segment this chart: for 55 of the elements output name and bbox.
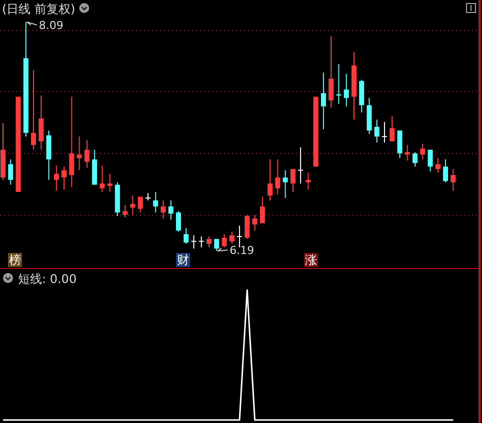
candlestick bbox=[84, 140, 90, 168]
candlestick bbox=[138, 196, 143, 213]
candlestick bbox=[198, 236, 204, 248]
candlestick bbox=[176, 210, 181, 232]
candlestick bbox=[122, 204, 128, 218]
candlestick bbox=[275, 158, 280, 195]
candlestick bbox=[443, 158, 448, 183]
candlestick bbox=[390, 116, 395, 142]
candlestick bbox=[160, 200, 166, 219]
candlestick bbox=[54, 164, 59, 192]
candlestick bbox=[290, 168, 296, 192]
candlestick bbox=[268, 158, 273, 201]
candlestick bbox=[244, 214, 250, 240]
candlestick bbox=[191, 234, 196, 250]
candlestick bbox=[100, 164, 105, 192]
candlestick bbox=[412, 152, 418, 168]
candlestick bbox=[145, 192, 150, 201]
text: 榜 bbox=[9, 253, 21, 267]
candlestick bbox=[428, 149, 433, 172]
candlestick bbox=[31, 70, 36, 150]
candlestick bbox=[282, 170, 288, 198]
candlestick bbox=[168, 200, 174, 220]
candlestick bbox=[222, 234, 227, 248]
candlestick bbox=[306, 172, 311, 190]
candlestick bbox=[153, 191, 158, 213]
candlestick bbox=[420, 143, 426, 160]
candlestick bbox=[404, 144, 410, 162]
chart-title: (日线 前复权) bbox=[2, 2, 76, 16]
chart-title: 短线: 0.00 bbox=[18, 272, 77, 286]
text: 财 bbox=[177, 253, 189, 267]
candlestick bbox=[69, 96, 74, 188]
candlestick bbox=[382, 122, 387, 144]
candlestick bbox=[62, 166, 67, 190]
candlestick bbox=[450, 168, 456, 192]
candlestick bbox=[130, 195, 136, 216]
candlestick bbox=[374, 119, 380, 144]
candlestick bbox=[229, 231, 234, 244]
candlestick bbox=[107, 173, 112, 192]
candlestick bbox=[76, 136, 82, 171]
candlestick bbox=[206, 236, 212, 248]
candlestick bbox=[435, 158, 440, 174]
candlestick bbox=[252, 214, 258, 232]
candlestick bbox=[320, 72, 326, 130]
candlestick bbox=[8, 158, 14, 186]
candlestick bbox=[328, 36, 334, 108]
candlestick bbox=[38, 95, 44, 150]
candlestick bbox=[214, 238, 220, 252]
candlestick bbox=[260, 196, 265, 224]
annotation: 6.19 bbox=[230, 244, 254, 257]
annotation: 8.09 bbox=[38, 19, 64, 32]
candlestick bbox=[184, 228, 189, 244]
candlestick bbox=[397, 130, 402, 159]
text: 涨 bbox=[305, 253, 317, 267]
candlestick bbox=[298, 146, 304, 184]
candlestick bbox=[344, 73, 349, 107]
